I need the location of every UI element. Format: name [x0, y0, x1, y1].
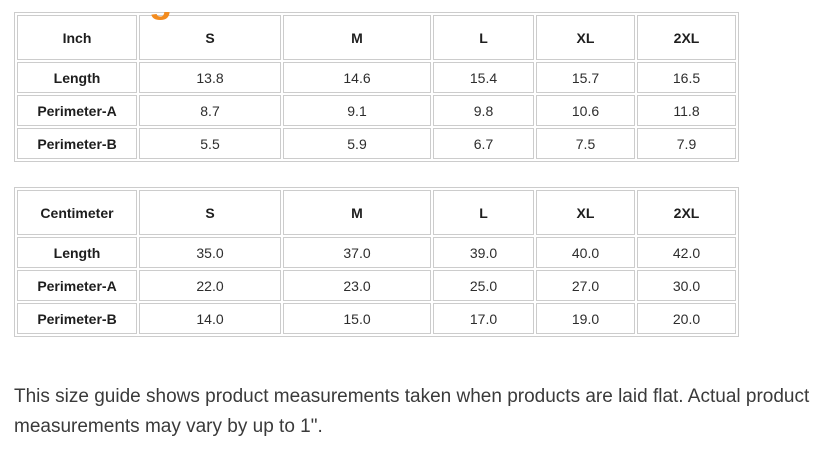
cell: 13.8	[139, 62, 281, 93]
row-header: Perimeter-B	[17, 128, 137, 159]
cell: 5.5	[139, 128, 281, 159]
cell: 39.0	[433, 237, 534, 268]
column-header: L	[433, 15, 534, 60]
cell: 22.0	[139, 270, 281, 301]
cell: 25.0	[433, 270, 534, 301]
column-header: S	[139, 190, 281, 235]
centimeter-size-table: Centimeter S M L XL 2XL Length 35.0 37.0…	[14, 187, 739, 337]
column-header: XL	[536, 190, 635, 235]
table-row: Perimeter-A 22.0 23.0 25.0 27.0 30.0	[17, 270, 736, 301]
cell: 17.0	[433, 303, 534, 334]
cell: 30.0	[637, 270, 736, 301]
table-row: Length 13.8 14.6 15.4 15.7 16.5	[17, 62, 736, 93]
cell: 15.0	[283, 303, 431, 334]
unit-header: Inch	[17, 15, 137, 60]
note-line-1: This size guide shows product measuremen…	[14, 386, 810, 407]
table-header-row: Inch S M L XL 2XL	[17, 15, 736, 60]
column-header: XL	[536, 15, 635, 60]
heading-fragment-letter: g	[149, 12, 172, 19]
row-header: Perimeter-A	[17, 270, 137, 301]
cell: 23.0	[283, 270, 431, 301]
row-header: Length	[17, 237, 137, 268]
inch-size-table: Inch S M L XL 2XL Length 13.8 14.6 15.4 …	[14, 12, 739, 162]
size-guide-note: This size guide shows product measuremen…	[14, 382, 824, 442]
cell: 15.4	[433, 62, 534, 93]
table-header-row: Centimeter S M L XL 2XL	[17, 190, 736, 235]
cell: 9.8	[433, 95, 534, 126]
cell: 35.0	[139, 237, 281, 268]
cell: 7.5	[536, 128, 635, 159]
cell: 6.7	[433, 128, 534, 159]
cell: 16.5	[637, 62, 736, 93]
note-line-2: measurements may vary by up to 1".	[14, 416, 323, 437]
column-header: 2XL	[637, 190, 736, 235]
cell: 7.9	[637, 128, 736, 159]
unit-header: Centimeter	[17, 190, 137, 235]
cell: 10.6	[536, 95, 635, 126]
cell: 14.0	[139, 303, 281, 334]
cell: 8.7	[139, 95, 281, 126]
row-header: Length	[17, 62, 137, 93]
cell: 42.0	[637, 237, 736, 268]
table-row: Length 35.0 37.0 39.0 40.0 42.0	[17, 237, 736, 268]
heading-fragment: g	[149, 12, 183, 20]
column-header: S	[139, 15, 281, 60]
cell: 40.0	[536, 237, 635, 268]
table-row: Perimeter-B 14.0 15.0 17.0 19.0 20.0	[17, 303, 736, 334]
column-header: M	[283, 190, 431, 235]
cell: 27.0	[536, 270, 635, 301]
cell: 19.0	[536, 303, 635, 334]
column-header: 2XL	[637, 15, 736, 60]
row-header: Perimeter-B	[17, 303, 137, 334]
cell: 15.7	[536, 62, 635, 93]
row-header: Perimeter-A	[17, 95, 137, 126]
column-header: M	[283, 15, 431, 60]
cell: 5.9	[283, 128, 431, 159]
column-header: L	[433, 190, 534, 235]
table-row: Perimeter-B 5.5 5.9 6.7 7.5 7.9	[17, 128, 736, 159]
cell: 20.0	[637, 303, 736, 334]
cell: 11.8	[637, 95, 736, 126]
cell: 14.6	[283, 62, 431, 93]
cell: 37.0	[283, 237, 431, 268]
table-row: Perimeter-A 8.7 9.1 9.8 10.6 11.8	[17, 95, 736, 126]
cell: 9.1	[283, 95, 431, 126]
